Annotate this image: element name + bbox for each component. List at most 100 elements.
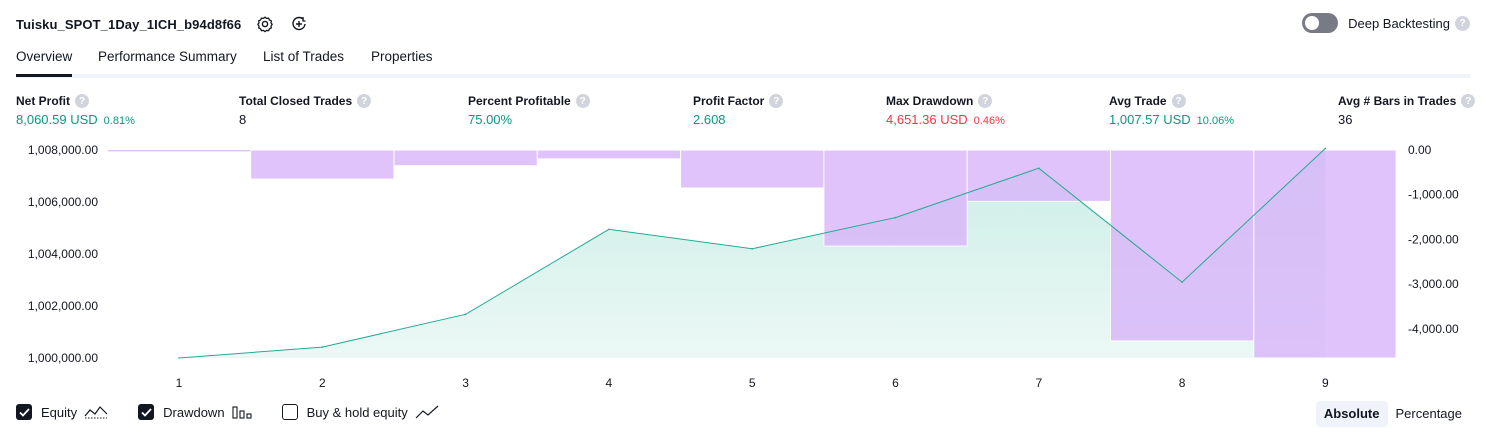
equity-area-icon bbox=[84, 405, 108, 419]
metric-value: 75.00% bbox=[468, 112, 590, 127]
drawdown-bar bbox=[680, 149, 825, 189]
deep-backtesting-label: Deep Backtesting bbox=[1348, 15, 1450, 31]
help-icon[interactable]: ? bbox=[75, 94, 89, 108]
drawdown-bar bbox=[536, 149, 682, 160]
metric-value-text: 75.00% bbox=[468, 112, 513, 127]
buy-hold-checkbox[interactable] bbox=[281, 404, 298, 420]
metric-value-text: 1,007.57 USD bbox=[1109, 112, 1191, 127]
metric-total-closed-trades: Total Closed Trades? 8 bbox=[239, 93, 372, 127]
legend-drawdown-label: Drawdown bbox=[163, 404, 225, 420]
deep-backtesting-toggle[interactable] bbox=[1302, 13, 1339, 33]
x-tick-label: 9 bbox=[1322, 376, 1329, 390]
x-tick-label: 7 bbox=[1035, 376, 1042, 390]
metric-label: Total Closed Trades? bbox=[239, 93, 372, 109]
tab-overview[interactable]: Overview bbox=[16, 48, 73, 77]
percentage-button[interactable]: Percentage bbox=[1395, 406, 1463, 421]
metric-value: 2.608 bbox=[693, 112, 783, 127]
equity-point bbox=[1324, 147, 1327, 150]
y-right-tick-label: 0.00 bbox=[1408, 143, 1432, 157]
y-left-tick-label: 1,006,000.00 bbox=[28, 195, 98, 209]
help-icon[interactable]: ? bbox=[1461, 94, 1476, 108]
legend-buy-hold-label: Buy & hold equity bbox=[306, 404, 408, 420]
equity-checkbox[interactable] bbox=[16, 404, 32, 420]
strategy-header: Tuisku_SPOT_1Day_1ICH_b94d8f66 bbox=[16, 12, 309, 36]
metric-percent-profitable: Percent Profitable? 75.00% bbox=[468, 93, 590, 127]
metric-value: 4,651.36 USD 0.46% bbox=[886, 112, 1005, 127]
y-right-tick-label: -4,000.00 bbox=[1408, 322, 1459, 336]
y-left-tick-label: 1,002,000.00 bbox=[28, 299, 98, 313]
equity-point bbox=[751, 248, 753, 250]
metric-value-text: 4,651.36 USD bbox=[886, 112, 968, 127]
metric-label: Net Profit? bbox=[16, 93, 135, 109]
metric-value: 8,060.59 USD 0.81% bbox=[16, 112, 135, 127]
equity-point bbox=[178, 357, 180, 359]
y-left-tick-label: 1,008,000.00 bbox=[28, 143, 98, 157]
drawdown-checkbox[interactable] bbox=[138, 404, 155, 420]
settings-gear-icon[interactable] bbox=[255, 14, 275, 34]
equity-point bbox=[1038, 167, 1040, 169]
x-tick-label: 4 bbox=[606, 376, 613, 390]
help-icon[interactable]: ? bbox=[1171, 94, 1186, 108]
drawdown-bar bbox=[823, 149, 968, 247]
metric-label-text: Max Drawdown bbox=[886, 94, 974, 108]
metric-label: Profit Factor? bbox=[693, 93, 784, 109]
y-right-tick-label: -3,000.00 bbox=[1408, 277, 1459, 291]
tab-properties[interactable]: Properties bbox=[371, 49, 433, 64]
metric-sub-value: 0.46% bbox=[973, 115, 1005, 127]
metric-value: 36 bbox=[1338, 112, 1475, 127]
tab-list-of-trades[interactable]: List of Trades bbox=[263, 49, 345, 64]
equity-point bbox=[321, 346, 324, 348]
metric-max-drawdown: Max Drawdown? 4,651.36 USD 0.46% bbox=[886, 93, 1005, 127]
x-tick-label: 3 bbox=[462, 376, 469, 390]
legend-equity[interactable]: Equity bbox=[16, 404, 108, 420]
help-icon[interactable]: ? bbox=[357, 94, 372, 108]
drawdown-bar bbox=[250, 149, 395, 180]
metric-label: Avg Trade? bbox=[1109, 93, 1234, 109]
metric-label-text: Total Closed Trades bbox=[239, 94, 353, 108]
strategy-title: Tuisku_SPOT_1Day_1ICH_b94d8f66 bbox=[16, 16, 242, 32]
x-tick-label: 6 bbox=[892, 376, 899, 390]
equity-point bbox=[1181, 281, 1183, 283]
metric-avg-bars-in-trades: Avg # Bars in Trades? 36 bbox=[1338, 93, 1476, 127]
metric-net-profit: Net Profit? 8,060.59 USD 0.81% bbox=[16, 93, 135, 127]
equity-drawdown-chart: 1,000,000.00 1,002,000.00 1,004,000.00 1,00… bbox=[28, 143, 1459, 390]
help-icon[interactable]: ? bbox=[978, 94, 993, 108]
metric-label: Max Drawdown? bbox=[886, 93, 1005, 109]
drawdown-bar bbox=[393, 149, 538, 167]
y-right-tick-label: -2,000.00 bbox=[1408, 232, 1459, 246]
equity-point bbox=[894, 216, 897, 219]
equity-point bbox=[608, 228, 610, 231]
y-left-tick-label: 1,004,000.00 bbox=[28, 247, 98, 261]
drawdown-bar bbox=[108, 150, 251, 152]
metric-profit-factor: Profit Factor? 2.608 bbox=[693, 93, 784, 127]
add-to-chart-icon[interactable] bbox=[289, 14, 309, 34]
buy-hold-line-icon bbox=[415, 405, 439, 419]
absolute-button[interactable]: Absolute bbox=[1315, 401, 1388, 427]
help-icon[interactable]: ? bbox=[575, 94, 590, 108]
deep-backtesting-control: Deep Backtesting ? bbox=[1302, 13, 1470, 33]
drawdown-bars-icon bbox=[232, 405, 252, 419]
metric-label-text: Percent Profitable bbox=[468, 94, 571, 108]
metric-value-text: 36 bbox=[1338, 112, 1353, 127]
toggle-knob bbox=[1305, 16, 1320, 30]
metric-sub-value: 0.81% bbox=[103, 115, 135, 127]
drawdown-bar bbox=[1253, 149, 1397, 359]
y-left-tick-label: 1,000,000.00 bbox=[28, 351, 98, 365]
help-icon[interactable]: ? bbox=[769, 94, 784, 108]
display-mode-switch: Absolute Percentage bbox=[1315, 401, 1470, 427]
metric-label: Percent Profitable? bbox=[468, 93, 590, 109]
report-tabs: Overview Performance Summary List of Tra… bbox=[16, 48, 1470, 78]
chart-legend: Equity Drawdown Buy & hold equity bbox=[16, 404, 469, 420]
legend-buy-hold[interactable]: Buy & hold equity bbox=[281, 404, 439, 420]
metric-label-text: Avg # Bars in Trades bbox=[1338, 94, 1457, 108]
tab-performance-summary[interactable]: Performance Summary bbox=[98, 49, 237, 64]
equity-point bbox=[464, 313, 467, 316]
metric-sub-value: 10.06% bbox=[1196, 115, 1234, 127]
legend-equity-label: Equity bbox=[41, 404, 78, 420]
metric-value: 1,007.57 USD 10.06% bbox=[1109, 112, 1234, 127]
metric-value: 8 bbox=[239, 112, 371, 127]
help-icon[interactable]: ? bbox=[1455, 15, 1470, 31]
x-tick-label: 1 bbox=[176, 376, 183, 390]
metric-label-text: Profit Factor bbox=[693, 94, 765, 108]
legend-drawdown[interactable]: Drawdown bbox=[138, 404, 252, 420]
